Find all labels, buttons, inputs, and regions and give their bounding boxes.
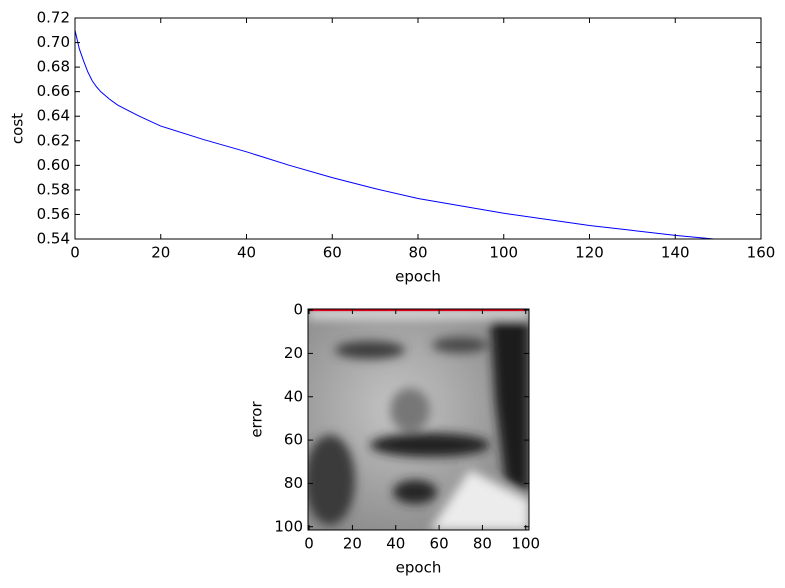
y-tick-label: 0.56 — [37, 205, 70, 223]
x-tick-label: 120 — [575, 244, 604, 262]
y-tick-label: 40 — [284, 387, 303, 405]
x-tick-label: 0 — [304, 535, 314, 553]
x-tick-label: 0 — [70, 244, 80, 262]
y-axis-label: error — [248, 401, 266, 438]
cost-line — [74, 30, 714, 240]
x-tick-label: 20 — [151, 244, 170, 262]
y-tick-label: 100 — [274, 517, 303, 535]
image-features — [308, 309, 529, 530]
x-tick-label: 60 — [323, 244, 342, 262]
y-tick-label: 0.62 — [37, 131, 70, 149]
x-tick-label: 40 — [237, 244, 256, 262]
x-tick-label: 80 — [473, 535, 492, 553]
x-axis-label: epoch — [396, 559, 442, 577]
y-tick-label: 0.68 — [37, 58, 70, 76]
x-tick-label: 60 — [430, 535, 449, 553]
axes-frame — [74, 17, 762, 240]
y-tick-label: 0.64 — [37, 107, 70, 125]
face-image — [308, 309, 529, 530]
x-tick-label: 40 — [386, 535, 405, 553]
axes-frame — [307, 308, 530, 531]
y-tick-label: 0.66 — [37, 82, 70, 100]
x-tick-label: 100 — [489, 244, 518, 262]
y-tick-label: 20 — [284, 344, 303, 362]
y-tick-label: 80 — [284, 474, 303, 492]
x-tick-label: 80 — [408, 244, 427, 262]
x-tick-label: 160 — [747, 244, 776, 262]
y-tick-label: 0 — [293, 301, 303, 319]
x-tick-label: 20 — [343, 535, 362, 553]
x-axis-label: epoch — [395, 268, 441, 286]
y-tick-label: 60 — [284, 431, 303, 449]
y-tick-label: 0.54 — [37, 230, 70, 248]
y-tick-label: 0.72 — [37, 9, 70, 27]
x-tick-label: 140 — [661, 244, 690, 262]
x-tick-label: 100 — [511, 535, 540, 553]
y-tick-label: 0.58 — [37, 180, 70, 198]
y-tick-label: 0.60 — [37, 156, 70, 174]
y-axis-label: cost — [9, 113, 27, 144]
y-tick-label: 0.70 — [37, 33, 70, 51]
